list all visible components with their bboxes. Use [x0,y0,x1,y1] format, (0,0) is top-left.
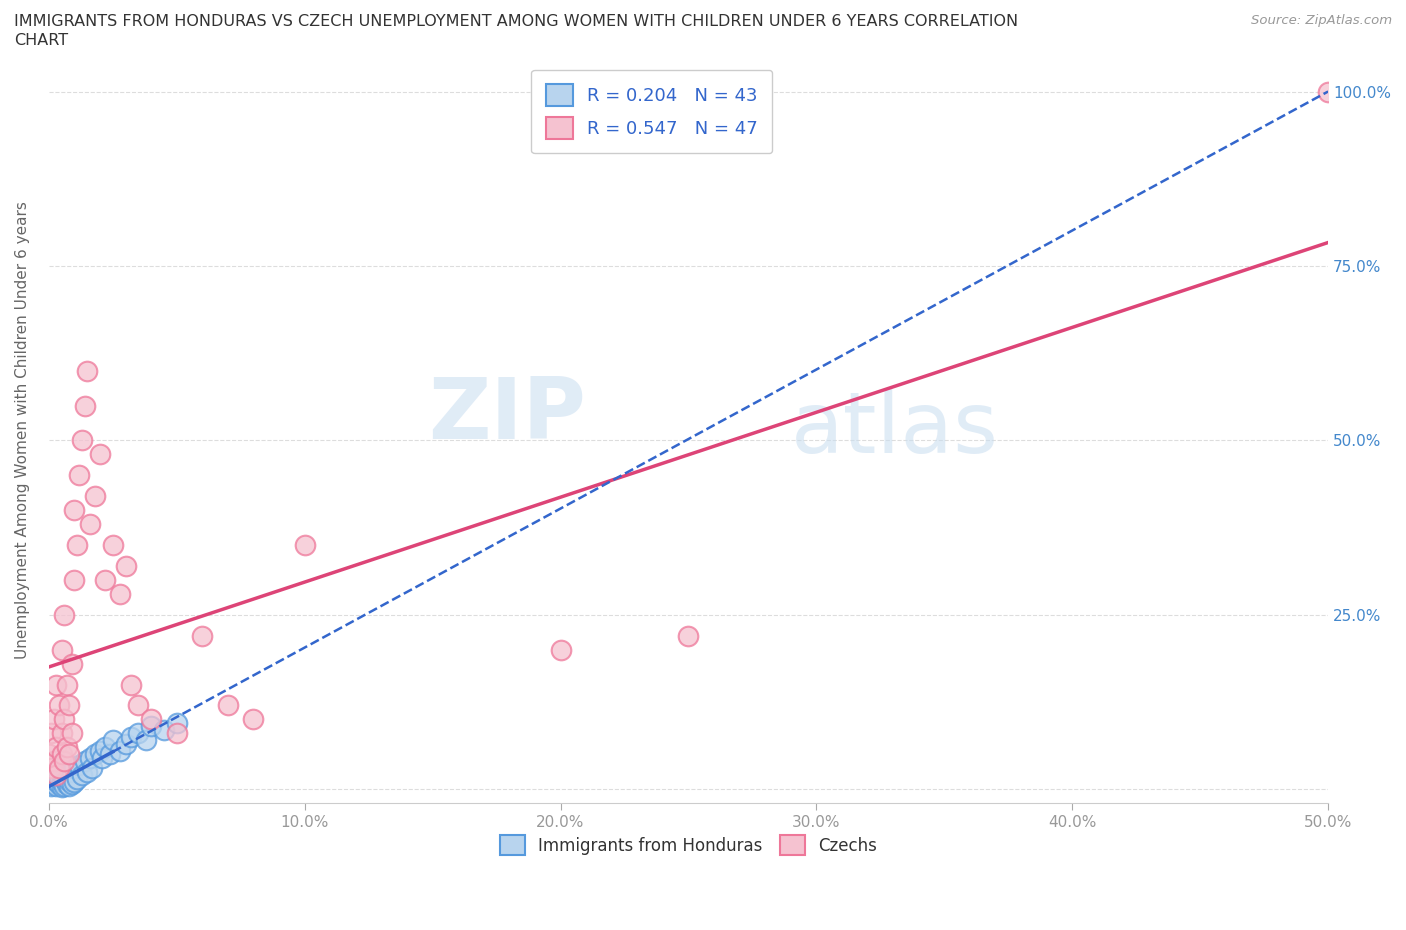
Point [76,364,98,379]
Point [294,538,316,552]
Point [550,643,572,658]
Point [73,398,96,413]
Point [69,757,91,772]
Point [82,761,104,776]
Point [678,629,700,644]
Point [39,778,62,793]
Point [45,677,67,692]
Point [127,698,149,713]
Point [45,774,67,789]
Point [51,643,73,658]
Point [1317,85,1340,100]
Point [53,607,76,622]
Point [120,729,142,744]
Point [83,489,105,504]
Point [45,778,67,793]
Point [58,698,80,713]
Point [153,723,176,737]
Point [42,777,65,791]
Point [120,677,142,692]
Point [79,517,101,532]
Point [110,743,132,758]
Point [127,726,149,741]
Point [48,761,70,776]
Point [55,677,77,692]
Point [166,726,188,741]
Point [60,777,83,791]
Point [83,747,105,762]
Point [98,747,121,762]
Point [89,447,111,462]
Point [66,771,89,786]
Point [114,737,136,751]
Point [51,779,73,794]
Text: atlas: atlas [790,389,998,472]
Point [58,778,80,793]
Point [60,657,83,671]
Point [139,712,162,727]
Y-axis label: Unemployment Among Women with Children Under 6 years: Unemployment Among Women with Children U… [15,201,30,658]
Point [55,768,77,783]
Point [139,719,162,734]
Point [58,774,80,789]
Point [91,751,114,765]
Text: ZIP: ZIP [429,374,586,457]
Point [53,712,76,727]
Point [45,764,67,779]
Point [69,468,91,483]
Point [48,777,70,791]
Point [58,747,80,762]
Point [79,751,101,765]
Point [53,771,76,786]
Point [53,754,76,769]
Point [63,761,86,776]
Point [242,712,264,727]
Point [39,726,62,741]
Point [70,433,93,448]
Point [60,764,83,779]
Text: CHART: CHART [14,33,67,47]
Point [55,777,77,791]
Point [101,733,124,748]
Point [55,740,77,755]
Point [166,715,188,730]
Text: Source: ZipAtlas.com: Source: ZipAtlas.com [1251,14,1392,27]
Legend: Immigrants from Honduras, Czechs: Immigrants from Honduras, Czechs [494,829,883,862]
Point [45,768,67,783]
Point [70,768,93,783]
Point [48,769,70,784]
Point [217,698,239,713]
Point [94,573,117,588]
Point [63,503,86,518]
Point [39,761,62,776]
Point [39,775,62,790]
Point [48,698,70,713]
Text: IMMIGRANTS FROM HONDURAS VS CZECH UNEMPLOYMENT AMONG WOMEN WITH CHILDREN UNDER 6: IMMIGRANTS FROM HONDURAS VS CZECH UNEMPL… [14,14,1018,29]
Point [45,740,67,755]
Point [63,573,86,588]
Point [135,733,157,748]
Point [51,747,73,762]
Point [60,726,83,741]
Point [89,743,111,758]
Point [38,747,60,762]
Point [39,771,62,786]
Point [63,775,86,790]
Point [53,778,76,793]
Point [66,538,89,552]
Point [114,559,136,574]
Point [101,538,124,552]
Point [42,712,65,727]
Point [110,587,132,602]
Point [51,726,73,741]
Point [51,775,73,790]
Point [42,754,65,769]
Point [73,754,96,769]
Point [94,740,117,755]
Point [76,764,98,779]
Point [42,768,65,783]
Point [191,629,214,644]
